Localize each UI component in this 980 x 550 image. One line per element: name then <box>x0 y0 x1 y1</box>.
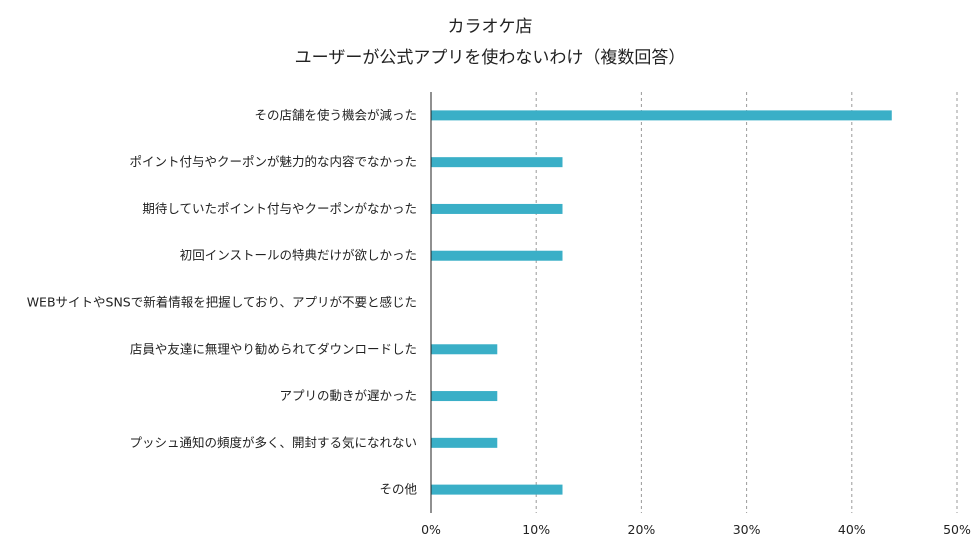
category-label: プッシュ通知の頻度が多く、開封する気になれない <box>129 435 417 450</box>
x-tick-label: 10% <box>522 522 550 537</box>
x-tick-label: 40% <box>838 522 866 537</box>
category-label: アプリの動きが遅かった <box>279 388 417 403</box>
bar <box>431 110 892 121</box>
x-tick-label: 20% <box>628 522 656 537</box>
category-label: ポイント付与やクーポンが魅力的な内容でなかった <box>129 154 417 169</box>
bar <box>431 203 563 214</box>
chart-subtitle: ユーザーが公式アプリを使わないわけ（複数回答） <box>294 48 686 68</box>
x-tick-label: 30% <box>733 522 761 537</box>
category-label: 初回インストールの特典だけが欲しかった <box>180 248 417 263</box>
category-label: 期待していたポイント付与やクーポンがなかった <box>142 201 417 216</box>
category-label: その他 <box>379 482 417 497</box>
bar <box>431 157 563 168</box>
x-tick-label: 50% <box>943 522 971 537</box>
bar <box>431 250 563 261</box>
chart-title: カラオケ店 <box>447 17 533 37</box>
category-label: その店舗を使う機会が減った <box>254 107 417 122</box>
category-label: WEBサイトやSNSで新着情報を把握しており、アプリが不要と感じた <box>27 295 417 310</box>
bar <box>431 391 498 402</box>
x-tick-label: 0% <box>421 522 441 537</box>
bar <box>431 437 498 448</box>
category-label: 店員や友達に無理やり勧められてダウンロードした <box>130 341 417 356</box>
bar <box>431 344 498 355</box>
bar <box>431 484 563 495</box>
